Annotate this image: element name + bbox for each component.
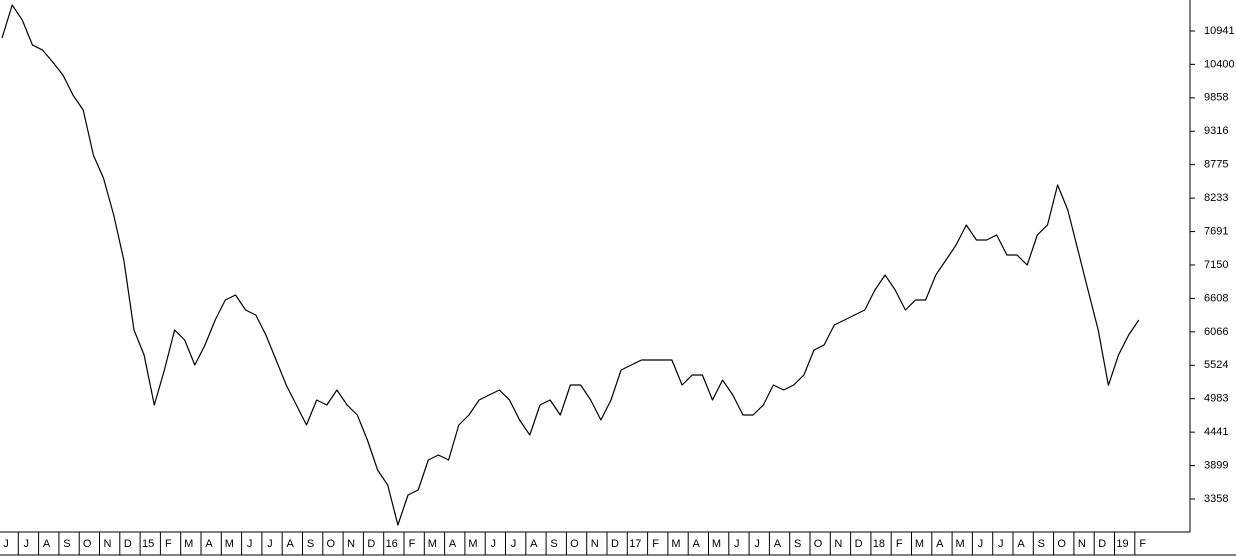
x-tick-label: J (511, 538, 517, 550)
x-tick-label: N (834, 538, 842, 550)
y-tick-label: 9858 (1204, 92, 1228, 104)
x-tick-label: S (550, 538, 557, 550)
x-tick-label: A (43, 538, 51, 550)
y-tick-label: 8233 (1204, 192, 1228, 204)
x-tick-label: F (652, 538, 659, 550)
x-tick-label: 15 (142, 538, 154, 550)
x-tick-label: A (1017, 538, 1025, 550)
x-tick-label: J (754, 538, 760, 550)
x-tick-label: M (956, 538, 965, 550)
y-tick-label: 6066 (1204, 326, 1228, 338)
x-tick-label: J (998, 538, 1004, 550)
y-tick-label: 4441 (1204, 426, 1228, 438)
x-tick-label: J (247, 538, 253, 550)
x-tick-label: A (693, 538, 701, 550)
x-tick-label: A (774, 538, 782, 550)
y-tick-label: 8775 (1204, 159, 1228, 171)
x-tick-label: 18 (873, 538, 885, 550)
x-tick-label: J (3, 538, 9, 550)
x-tick-label: N (104, 538, 112, 550)
price-line (1, 4, 1140, 526)
y-tick-label: 10941 (1204, 25, 1235, 37)
x-tick-label: S (307, 538, 314, 550)
x-tick-label: J (978, 538, 984, 550)
x-tick-label: J (24, 538, 30, 550)
x-tick-label: D (124, 538, 132, 550)
x-tick-label: A (287, 538, 295, 550)
x-tick-label: F (165, 538, 172, 550)
x-tick-label: A (449, 538, 457, 550)
x-tick-label: 19 (1116, 538, 1128, 550)
x-tick-label: N (1078, 538, 1086, 550)
y-tick-label: 9316 (1204, 125, 1228, 137)
x-tick-label: J (490, 538, 496, 550)
x-tick-label: O (814, 538, 823, 550)
x-tick-label: O (570, 538, 579, 550)
y-tick-label: 3358 (1204, 493, 1228, 505)
x-tick-label: F (1139, 538, 1146, 550)
x-tick-label: O (327, 538, 336, 550)
x-tick-label: S (63, 538, 70, 550)
x-tick-label: D (367, 538, 375, 550)
x-tick-label: S (1038, 538, 1045, 550)
x-tick-label: O (1057, 538, 1066, 550)
x-tick-label: J (734, 538, 740, 550)
x-tick-label: D (855, 538, 863, 550)
x-tick-label: M (671, 538, 680, 550)
x-tick-label: 17 (629, 538, 641, 550)
x-tick-label: A (205, 538, 213, 550)
y-tick-label: 7150 (1204, 259, 1228, 271)
x-tick-label: D (611, 538, 619, 550)
x-tick-label: M (915, 538, 924, 550)
x-tick-label: M (468, 538, 477, 550)
y-tick-label: 10400 (1204, 58, 1235, 70)
x-tick-label: A (530, 538, 538, 550)
y-tick-label: 7691 (1204, 225, 1228, 237)
y-tick-label: 5524 (1204, 359, 1228, 371)
x-tick-label: M (184, 538, 193, 550)
x-tick-label: 16 (386, 538, 398, 550)
x-tick-label: N (591, 538, 599, 550)
x-tick-label: F (896, 538, 903, 550)
x-tick-label: S (794, 538, 801, 550)
x-tick-label: D (1098, 538, 1106, 550)
y-tick-label: 3899 (1204, 459, 1228, 471)
x-tick-label: O (83, 538, 92, 550)
y-tick-label: 6608 (1204, 292, 1228, 304)
x-tick-label: N (347, 538, 355, 550)
x-tick-label: A (936, 538, 944, 550)
x-tick-label: M (428, 538, 437, 550)
x-tick-label: M (712, 538, 721, 550)
x-tick-label: J (267, 538, 273, 550)
x-tick-label: F (409, 538, 416, 550)
x-tick-label: M (225, 538, 234, 550)
y-tick-label: 4983 (1204, 393, 1228, 405)
